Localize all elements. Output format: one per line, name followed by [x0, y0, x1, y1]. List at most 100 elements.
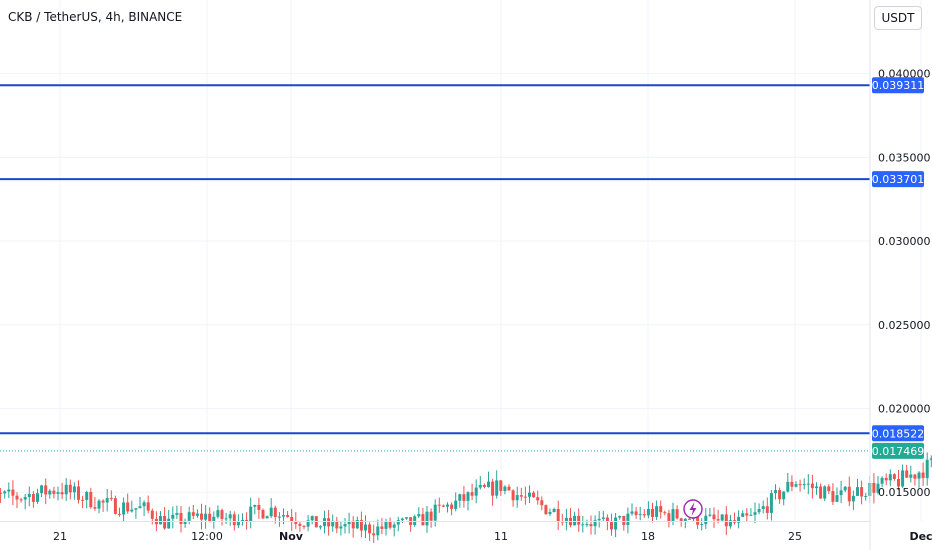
candle-body [437, 504, 441, 506]
candle [433, 499, 437, 527]
candle-body [384, 521, 388, 529]
candle-body [282, 515, 285, 517]
grid [0, 0, 922, 521]
candle-body [89, 491, 93, 508]
candle-body [130, 509, 134, 512]
candle [294, 512, 298, 529]
candle-body [81, 499, 85, 501]
candle-body [864, 495, 868, 497]
candle [523, 486, 527, 505]
candle [888, 469, 892, 487]
candle [60, 482, 64, 500]
candle-body [134, 508, 138, 510]
candle-body [651, 509, 654, 517]
candle-body [228, 514, 232, 519]
candle-body [0, 492, 3, 494]
candle-body [626, 513, 630, 526]
candle [605, 514, 609, 531]
candle-body [876, 483, 880, 493]
y-tick-label: 0.015000 [878, 486, 931, 499]
currency-button[interactable]: USDT [874, 6, 922, 30]
candle [269, 498, 273, 519]
candle [646, 501, 650, 519]
candle [191, 504, 195, 520]
candle-body [359, 520, 363, 531]
candle [52, 486, 56, 499]
candle [761, 500, 765, 514]
candle [806, 474, 810, 495]
price-badges: 0.039311 0.033701 0.018522 0.017469 [872, 77, 925, 459]
candle-body [819, 486, 823, 499]
candle-body [388, 521, 392, 528]
candle [700, 518, 704, 531]
candle-body [458, 494, 462, 501]
candle-body [347, 520, 351, 525]
candle-body [109, 498, 113, 500]
candle [224, 512, 228, 524]
candle-body [536, 497, 540, 501]
candle [40, 484, 44, 498]
candle-body [40, 485, 44, 494]
candle-body [232, 514, 236, 526]
x-tick-label: 21 [53, 530, 67, 543]
candle-body [31, 494, 35, 502]
event-marker[interactable] [683, 499, 703, 519]
candle [905, 464, 909, 478]
candle-body [548, 511, 552, 515]
level-badge-label: 0.033701 [872, 173, 925, 186]
candle-body [126, 502, 130, 512]
candle-body [528, 492, 531, 497]
candle [507, 484, 511, 491]
candle-body [757, 509, 761, 513]
candle-body [491, 481, 495, 496]
candle [405, 517, 408, 520]
candle [815, 482, 818, 495]
candle-body [831, 491, 835, 502]
candle-body [610, 521, 613, 530]
candle [532, 490, 536, 498]
candle-body [310, 516, 314, 521]
candle-body [241, 519, 244, 522]
candle [667, 509, 671, 528]
candle-body [716, 519, 720, 521]
candle-body [138, 506, 142, 509]
candle-body [294, 521, 298, 524]
candle [503, 485, 507, 495]
candle [306, 514, 310, 532]
x-tick-label: 25 [788, 530, 802, 543]
candle [109, 490, 113, 501]
level-badge [872, 171, 924, 188]
candle-body [97, 500, 101, 509]
candle [495, 470, 499, 499]
candle [77, 480, 80, 504]
candle [741, 510, 745, 518]
candle-body [892, 474, 896, 479]
candle-body [368, 524, 372, 534]
candle-body [331, 520, 335, 527]
candle [421, 507, 425, 526]
candle-body [167, 518, 171, 529]
candle-body [532, 492, 536, 498]
candle [618, 515, 622, 520]
candle [380, 518, 384, 535]
candle-body [122, 502, 126, 515]
candle [425, 505, 429, 533]
candle-body [470, 492, 474, 496]
candle-body [581, 524, 585, 526]
candle [171, 506, 175, 529]
candle [642, 509, 646, 518]
candle [786, 472, 790, 493]
candle [593, 515, 597, 535]
candle [327, 509, 331, 536]
candle-body [7, 489, 11, 492]
candle-body [847, 486, 851, 502]
candle-body [118, 513, 121, 515]
candle [351, 516, 355, 538]
candle-body [663, 512, 667, 514]
candle-body [806, 483, 810, 485]
candle [733, 512, 736, 525]
candle [659, 500, 663, 519]
candle-body [413, 516, 417, 526]
candle-body [265, 516, 269, 519]
